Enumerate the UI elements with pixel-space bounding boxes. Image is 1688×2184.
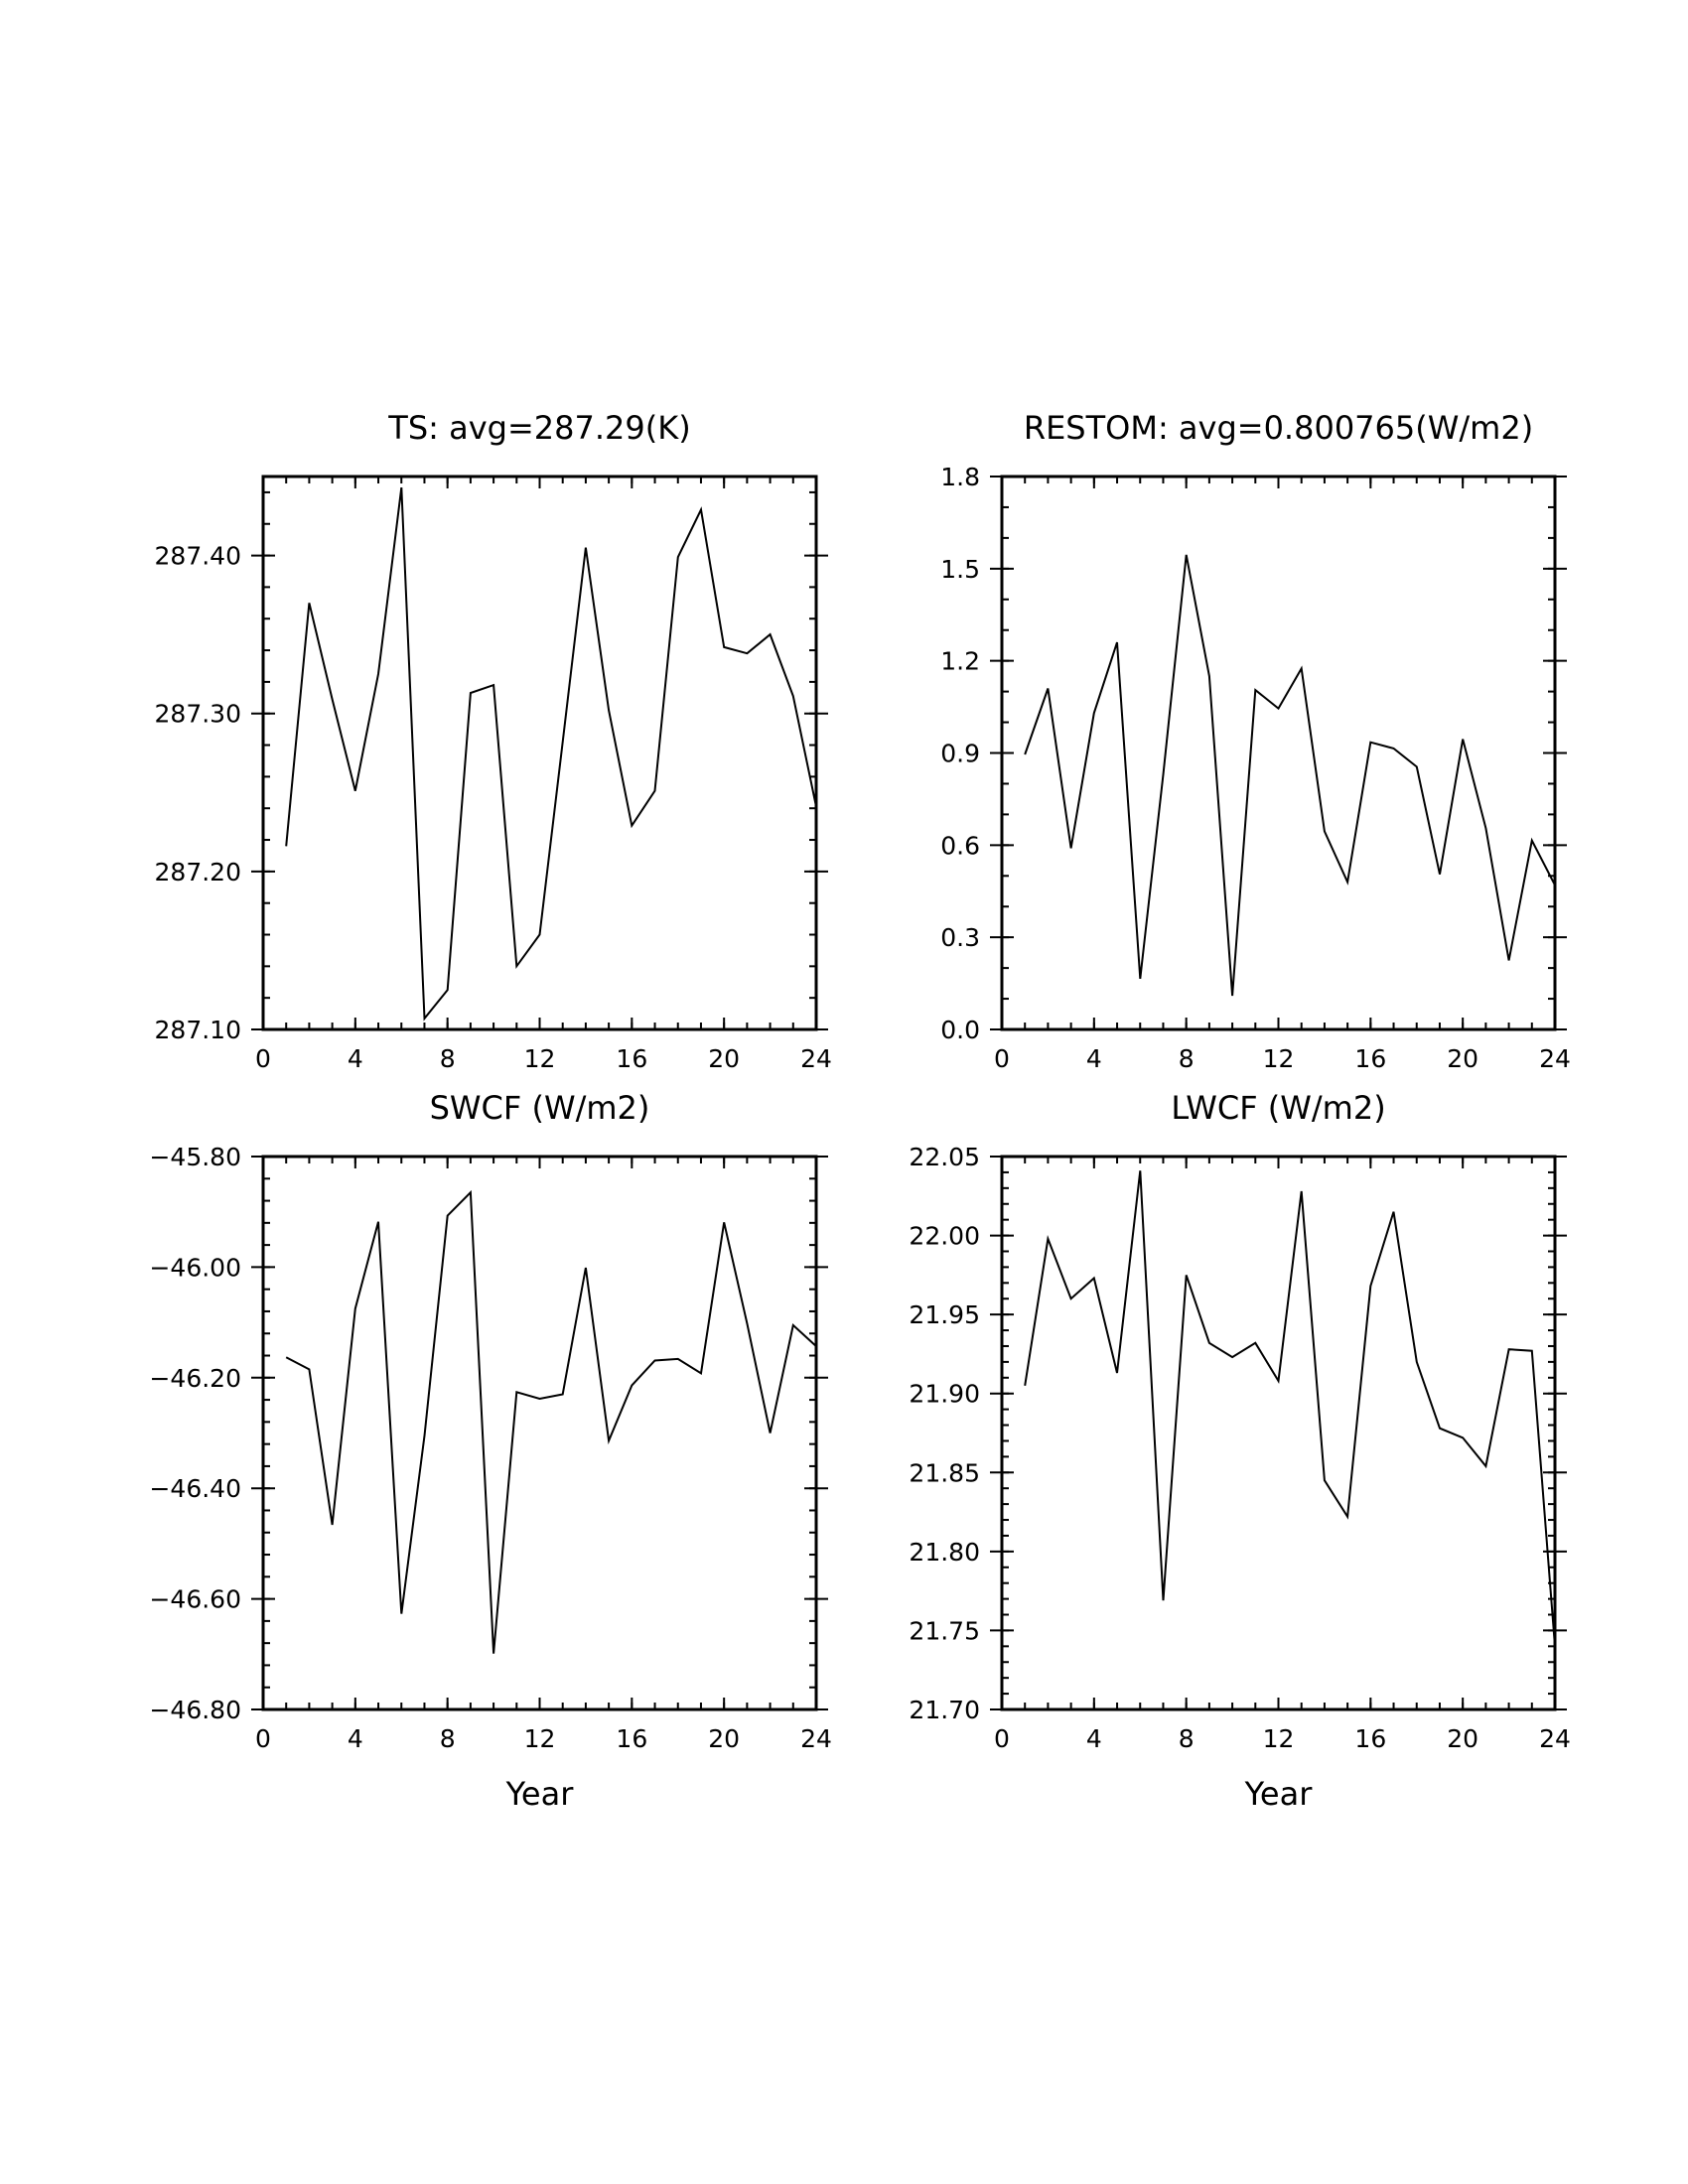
y-tick-label: 1.8: [940, 463, 980, 491]
x-tick-label: 4: [1086, 1724, 1102, 1753]
y-tick-label: −45.80: [149, 1143, 241, 1171]
y-tick-label: −46.00: [149, 1253, 241, 1282]
plot-frame: [1000, 1155, 1557, 1711]
series-line-swcf: [285, 1189, 817, 1654]
y-tick-label: 1.5: [940, 555, 980, 584]
x-tick-label: 4: [1086, 1044, 1102, 1073]
x-tick-label: 16: [1354, 1044, 1386, 1073]
series-line-lwcf: [1024, 1170, 1556, 1647]
x-axis-label: Year: [505, 1775, 575, 1813]
x-tick-label: 0: [255, 1044, 271, 1073]
x-tick-label: 12: [1263, 1044, 1295, 1073]
plot-frame: [1000, 475, 1557, 1031]
y-tick-label: 0.3: [940, 923, 980, 952]
y-tick-label: 287.30: [155, 700, 241, 729]
x-tick-label: 20: [708, 1044, 740, 1073]
x-tick-label: 8: [440, 1044, 456, 1073]
x-tick-label: 16: [1354, 1724, 1386, 1753]
x-tick-label: 0: [994, 1724, 1010, 1753]
plot-frame: [261, 475, 818, 1031]
x-tick-label: 16: [616, 1724, 647, 1753]
series-line-restom: [1024, 554, 1556, 997]
x-tick-label: 24: [1539, 1724, 1571, 1753]
y-tick-label: 21.80: [909, 1538, 980, 1567]
x-tick-label: 8: [1179, 1724, 1195, 1753]
x-tick-label: 12: [1263, 1724, 1295, 1753]
x-tick-label: 4: [348, 1724, 363, 1753]
y-tick-label: −46.20: [149, 1364, 241, 1393]
panel-swcf: SWCF (W/m2) 0 4 8 12 16 20 24 −46.80 −46.60 −46.4…: [149, 1089, 831, 1813]
panel-title: SWCF (W/m2): [430, 1089, 650, 1127]
y-tick-label: 21.85: [909, 1458, 980, 1487]
y-tick-label: 21.95: [909, 1300, 980, 1329]
x-tick-label: 24: [800, 1724, 832, 1753]
y-tick-label: 21.90: [909, 1380, 980, 1409]
x-tick-label: 12: [524, 1724, 556, 1753]
x-tick-label: 0: [994, 1044, 1010, 1073]
y-tick-label: 21.70: [909, 1696, 980, 1724]
y-tick-label: 0.9: [940, 740, 980, 768]
y-tick-label: 22.05: [909, 1143, 980, 1171]
x-tick-label: 16: [616, 1044, 647, 1073]
y-tick-label: 21.75: [909, 1616, 980, 1645]
panel-title: RESTOM: avg=0.800765(W/m2): [1024, 409, 1533, 447]
y-tick-label: 0.6: [940, 831, 980, 860]
panel-title: TS: avg=287.29(K): [387, 409, 690, 447]
y-tick-label: −46.40: [149, 1474, 241, 1503]
y-tick-label: −46.80: [149, 1696, 241, 1724]
y-tick-label: 287.20: [155, 858, 241, 887]
series-line-ts: [285, 486, 817, 1022]
plot-frame: [261, 1155, 818, 1711]
x-tick-label: 20: [1447, 1724, 1478, 1753]
x-axis-label: Year: [1244, 1775, 1314, 1813]
x-tick-label: 20: [708, 1724, 740, 1753]
axis-tick-labels: 0 4 8 12 16 20 24 −46.80 −46.60 −46.40 −46.20 −46.0…: [149, 1143, 831, 1753]
x-tick-label: 12: [524, 1044, 556, 1073]
x-tick-label: 24: [1539, 1044, 1571, 1073]
y-tick-label: 287.10: [155, 1016, 241, 1044]
panel-title: LWCF (W/m2): [1171, 1089, 1385, 1127]
y-tick-label: 0.0: [940, 1016, 980, 1044]
y-tick-label: 22.00: [909, 1222, 980, 1251]
x-tick-label: 24: [800, 1044, 832, 1073]
axis-tick-labels: 0 4 8 12 16 20 24 0.0 0.3 0.6 0.9 1.2 1.5 1.8: [940, 463, 1571, 1073]
panel-lwcf: LWCF (W/m2) 0 4 8 12 16 20 24 21.70 21.75 21.80 21…: [909, 1089, 1570, 1813]
panel-ts: TS: avg=287.29(K) 0 4 8 12 16 20 24 287.10 287.2…: [155, 409, 832, 1073]
y-tick-label: 1.2: [940, 647, 980, 676]
panel-restom: RESTOM: avg=0.800765(W/m2) 0 4 8 12 16 20 24 0.…: [940, 409, 1571, 1073]
x-tick-label: 4: [348, 1044, 363, 1073]
y-tick-label: 287.40: [155, 542, 241, 571]
x-tick-label: 8: [440, 1724, 456, 1753]
y-tick-label: −46.60: [149, 1585, 241, 1614]
axis-tick-labels: 0 4 8 12 16 20 24 287.10 287.20 287.30 287.40: [155, 542, 832, 1073]
x-tick-label: 0: [255, 1724, 271, 1753]
x-tick-label: 20: [1447, 1044, 1478, 1073]
axis-tick-labels: 0 4 8 12 16 20 24 21.70 21.75 21.80 21.85 21.90 21.9…: [909, 1143, 1570, 1753]
x-tick-label: 8: [1179, 1044, 1195, 1073]
